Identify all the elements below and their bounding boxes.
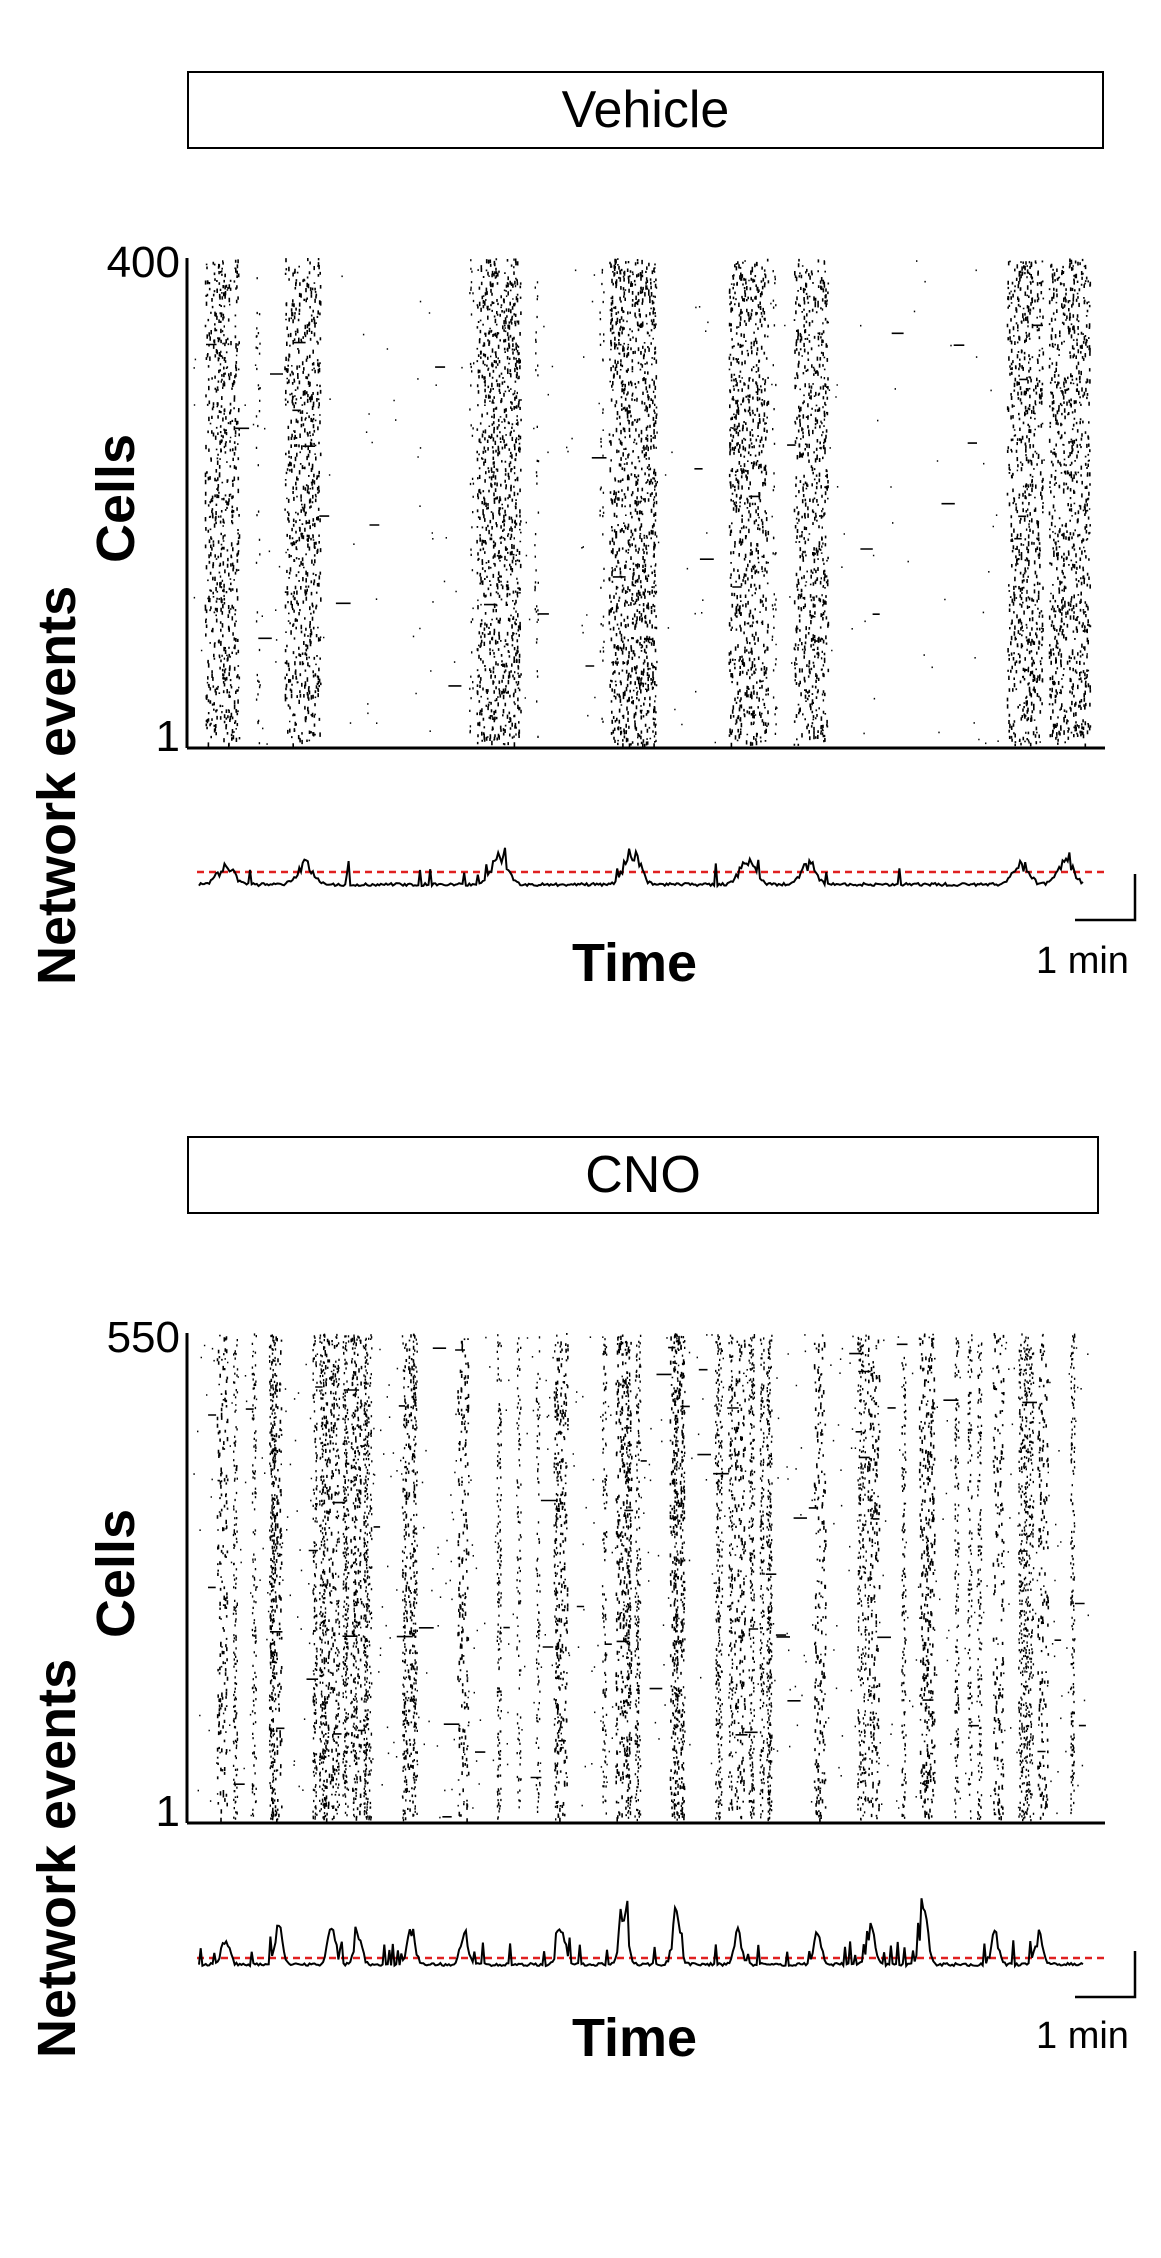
scale-bar-label: 1 min xyxy=(1036,940,1129,982)
event-trace-line xyxy=(198,1898,1084,1969)
network-events-trace xyxy=(197,1898,1137,1999)
condition-label-box: Vehicle xyxy=(187,71,1104,149)
condition-label-box: CNO xyxy=(187,1136,1099,1214)
y-tick-bottom: 1 xyxy=(155,712,180,761)
y-tick-top: 550 xyxy=(106,1313,180,1362)
condition-label: CNO xyxy=(585,1146,701,1204)
condition-label: Vehicle xyxy=(561,81,730,139)
event-trace-line xyxy=(198,847,1084,889)
scale-bar xyxy=(1075,874,1137,922)
raster-plot xyxy=(185,1333,1105,1825)
vehicle-panel: Vehicle 400 1 Cells Network events Time … xyxy=(0,0,1161,1080)
raster-plot xyxy=(185,258,1105,750)
network-events-trace xyxy=(197,847,1137,922)
x-axis-label: Time xyxy=(572,933,698,993)
network-events-label: Network events xyxy=(27,585,87,985)
network-events-label: Network events xyxy=(27,1658,87,2058)
y-tick-bottom: 1 xyxy=(155,1787,180,1836)
y-tick-top: 400 xyxy=(106,238,180,287)
scale-bar xyxy=(1075,1951,1137,1999)
x-axis-label: Time xyxy=(572,2008,698,2068)
scale-bar-label: 1 min xyxy=(1036,2015,1129,2057)
cno-panel: CNO 550 1 Cells Network events Time 1 mi… xyxy=(0,1065,1161,2145)
